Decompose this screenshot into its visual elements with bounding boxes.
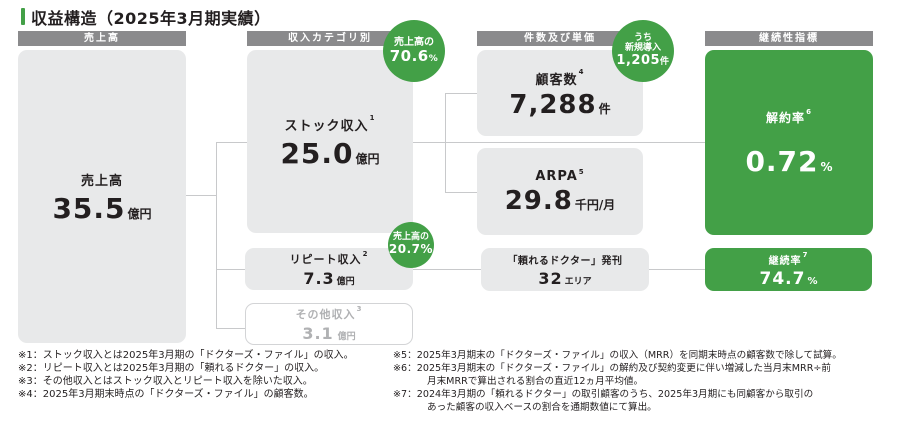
retention-unit: % xyxy=(807,275,818,287)
churn-value-row: 0.72% xyxy=(745,148,832,176)
publication-unit: エリア xyxy=(564,276,592,287)
footnote: ※6：2025年3月期末の「ドクターズ・ファイル」の解約及び契約変更に伴い増減し… xyxy=(393,363,832,374)
churn-label: 解約率6 xyxy=(766,108,812,125)
connector-line xyxy=(445,93,477,94)
stock-share-value: 70.6% xyxy=(389,47,439,66)
stock-unit: 億円 xyxy=(355,152,380,166)
footnotes-left: ※1：ストック収入とは2025年3月期の「ドクターズ・ファイル」の収入。 ※2：… xyxy=(18,349,354,401)
repeat-income-box: リピート収入2 7.3 億円 xyxy=(245,248,413,290)
connector-line xyxy=(445,192,477,193)
customers-unit: 件 xyxy=(598,101,611,116)
connector-line xyxy=(186,195,217,196)
repeat-share-value: 20.7% xyxy=(388,242,434,257)
other-income-box: その他収入3 3.1 億円 xyxy=(245,303,413,345)
page-title: 収益構造（2025年3月期実績） xyxy=(31,9,271,28)
connector-line xyxy=(216,142,247,143)
churn-unit: % xyxy=(820,160,833,174)
stock-label: ストック収入1 xyxy=(284,114,376,134)
churn-rate-box: 解約率6 0.72% xyxy=(705,50,873,235)
retention-label: 継続率7 xyxy=(768,250,809,267)
stock-income-box: ストック収入1 25.0 億円 xyxy=(247,50,413,233)
arpa-box: ARPA5 29.8 千円/月 xyxy=(477,148,643,235)
repeat-share-badge: 売上高の 20.7% xyxy=(388,222,434,268)
publication-box: 「頼れるドクター」発刊 32 エリア xyxy=(481,248,649,291)
stock-share-label: 売上高の xyxy=(394,37,434,49)
retention-value-row: 74.7% xyxy=(760,269,818,288)
stock-value-row: 25.0 億円 xyxy=(280,140,379,168)
retention-rate-box: 継続率7 74.7% xyxy=(705,248,872,291)
new-customers-label1: うち xyxy=(633,32,652,43)
publication-value: 32 xyxy=(538,268,563,288)
customers-value: 7,288 xyxy=(509,89,597,120)
arpa-value-row: 29.8 千円/月 xyxy=(505,188,616,214)
sales-value-row: 35.5 億円 xyxy=(52,195,151,223)
arpa-value: 29.8 xyxy=(504,186,573,216)
customers-label: 顧客数4 xyxy=(535,67,585,88)
other-value-row: 3.1 億円 xyxy=(302,324,355,343)
footnote: ※3：その他収入とはストック収入とリピート収入を除いた収入。 xyxy=(18,376,313,387)
publication-value-row: 32 エリア xyxy=(538,269,591,288)
sales-unit: 億円 xyxy=(127,207,152,221)
customers-value-row: 7,288 件 xyxy=(509,92,610,118)
header-category: 収入カテゴリ別 xyxy=(247,31,413,46)
title-accent-bar xyxy=(21,8,25,25)
publication-label: 「頼れるドクター」発刊 xyxy=(507,255,623,267)
repeat-value: 7.3 xyxy=(303,268,335,288)
repeat-label: リピート収入2 xyxy=(289,249,369,266)
new-customers-badge: うち 新規導入 1,205件 xyxy=(612,20,674,82)
footnote: 月末MRRで算出される割合の直近12ヵ月平均値。 xyxy=(427,376,644,387)
footnote: ※4：2025年3月期末時点の「ドクターズ・ファイル」の顧客数。 xyxy=(18,389,314,400)
other-label: その他収入3 xyxy=(295,304,363,321)
footnote: ※5：2025年3月期末の「ドクターズ・ファイル」の収入（MRR）を同期末時点の… xyxy=(393,350,842,361)
stock-value: 25.0 xyxy=(280,137,354,170)
connector-line xyxy=(216,328,247,329)
customers-box: 顧客数4 7,288 件 xyxy=(477,50,643,136)
footnote: ※7：2024年3月期の「頼れるドクター」の取引顧客のうち、2025年3月期にも… xyxy=(393,389,814,400)
repeat-share-label: 売上高の xyxy=(392,232,429,243)
connector-line xyxy=(413,142,705,143)
footnote: ※2：リピート収入とは2025年3月期の「頼れるドクター」の収入。 xyxy=(18,363,325,374)
sales-value: 35.5 xyxy=(52,192,126,225)
sales-label: 売上高 xyxy=(80,174,123,189)
connector-line xyxy=(216,142,217,329)
footnote: あった顧客の収入ベースの割合を通期数値にて算出。 xyxy=(427,402,657,413)
repeat-unit: 億円 xyxy=(336,276,355,287)
connector-line xyxy=(445,93,446,192)
footnote: ※1：ストック収入とは2025年3月期の「ドクターズ・ファイル」の収入。 xyxy=(18,350,354,361)
connector-line xyxy=(216,269,247,270)
repeat-value-row: 7.3 億円 xyxy=(303,269,354,288)
other-unit: 億円 xyxy=(337,331,356,342)
header-count-price: 件数及び単価 xyxy=(477,31,643,46)
header-sales: 売上高 xyxy=(18,31,186,46)
new-customers-value: 1,205件 xyxy=(616,52,670,68)
arpa-label: ARPA5 xyxy=(535,168,585,184)
arpa-unit: 千円/月 xyxy=(574,198,616,212)
retention-value: 74.7 xyxy=(759,268,806,289)
new-customers-label2: 新規導入 xyxy=(624,42,661,53)
other-value: 3.1 xyxy=(302,323,334,343)
header-continuity: 継続性指標 xyxy=(705,31,873,46)
stock-share-badge: 売上高の 70.6% xyxy=(383,20,445,82)
footnotes-right: ※5：2025年3月期末の「ドクターズ・ファイル」の収入（MRR）を同期末時点の… xyxy=(393,349,842,414)
churn-value: 0.72 xyxy=(745,145,819,178)
sales-box: 売上高 35.5 億円 xyxy=(18,50,186,343)
